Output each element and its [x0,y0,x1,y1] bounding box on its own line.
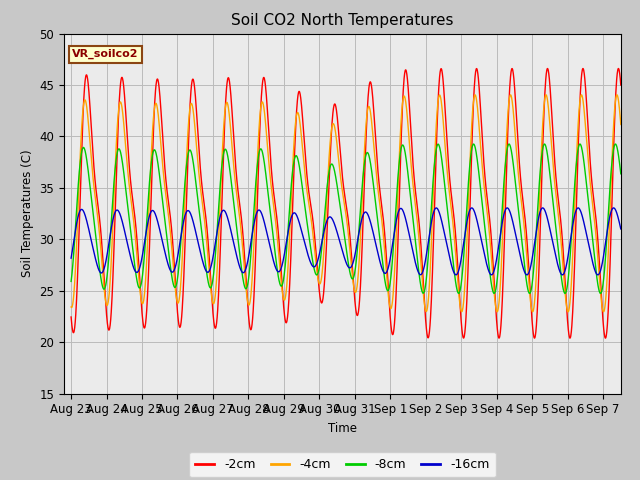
-4cm [320,249,328,255]
-2cm [335,127,342,132]
-2cm [67,314,75,320]
-2cm [614,66,622,72]
X-axis label: Time: Time [328,422,357,435]
-16cm [95,268,103,274]
-4cm [602,302,609,308]
-4cm [602,300,609,306]
-4cm [617,121,625,127]
-16cm [67,255,75,261]
Legend: -2cm, -4cm, -8cm, -16cm: -2cm, -4cm, -8cm, -16cm [189,452,495,477]
-4cm [67,304,75,310]
Y-axis label: Soil Temperatures (C): Soil Temperatures (C) [21,150,34,277]
-16cm [335,234,342,240]
-4cm [578,92,586,98]
-4cm [335,155,342,160]
-8cm [500,179,508,185]
-8cm [601,263,609,269]
-8cm [611,141,619,147]
-4cm [95,228,103,233]
-2cm [601,333,609,338]
-8cm [596,290,604,296]
-16cm [523,272,531,278]
-16cm [574,205,582,211]
-16cm [617,226,625,232]
Line: -8cm: -8cm [71,144,621,293]
Line: -2cm: -2cm [71,69,621,338]
-8cm [335,191,342,197]
-4cm [600,309,607,315]
Text: VR_soilco2: VR_soilco2 [72,49,139,59]
-8cm [320,221,328,227]
-8cm [602,260,609,265]
-8cm [617,171,625,177]
-2cm [95,212,103,218]
-2cm [602,335,609,341]
-2cm [320,288,328,294]
-16cm [320,229,328,235]
-16cm [602,242,609,248]
-2cm [601,334,609,340]
Title: Soil CO2 North Temperatures: Soil CO2 North Temperatures [231,13,454,28]
-2cm [500,253,508,259]
Line: -16cm: -16cm [71,208,621,275]
-16cm [602,241,609,247]
-8cm [67,278,75,284]
Line: -4cm: -4cm [71,95,621,312]
-4cm [500,198,508,204]
-2cm [617,82,625,88]
-8cm [95,263,103,268]
-16cm [500,212,508,217]
